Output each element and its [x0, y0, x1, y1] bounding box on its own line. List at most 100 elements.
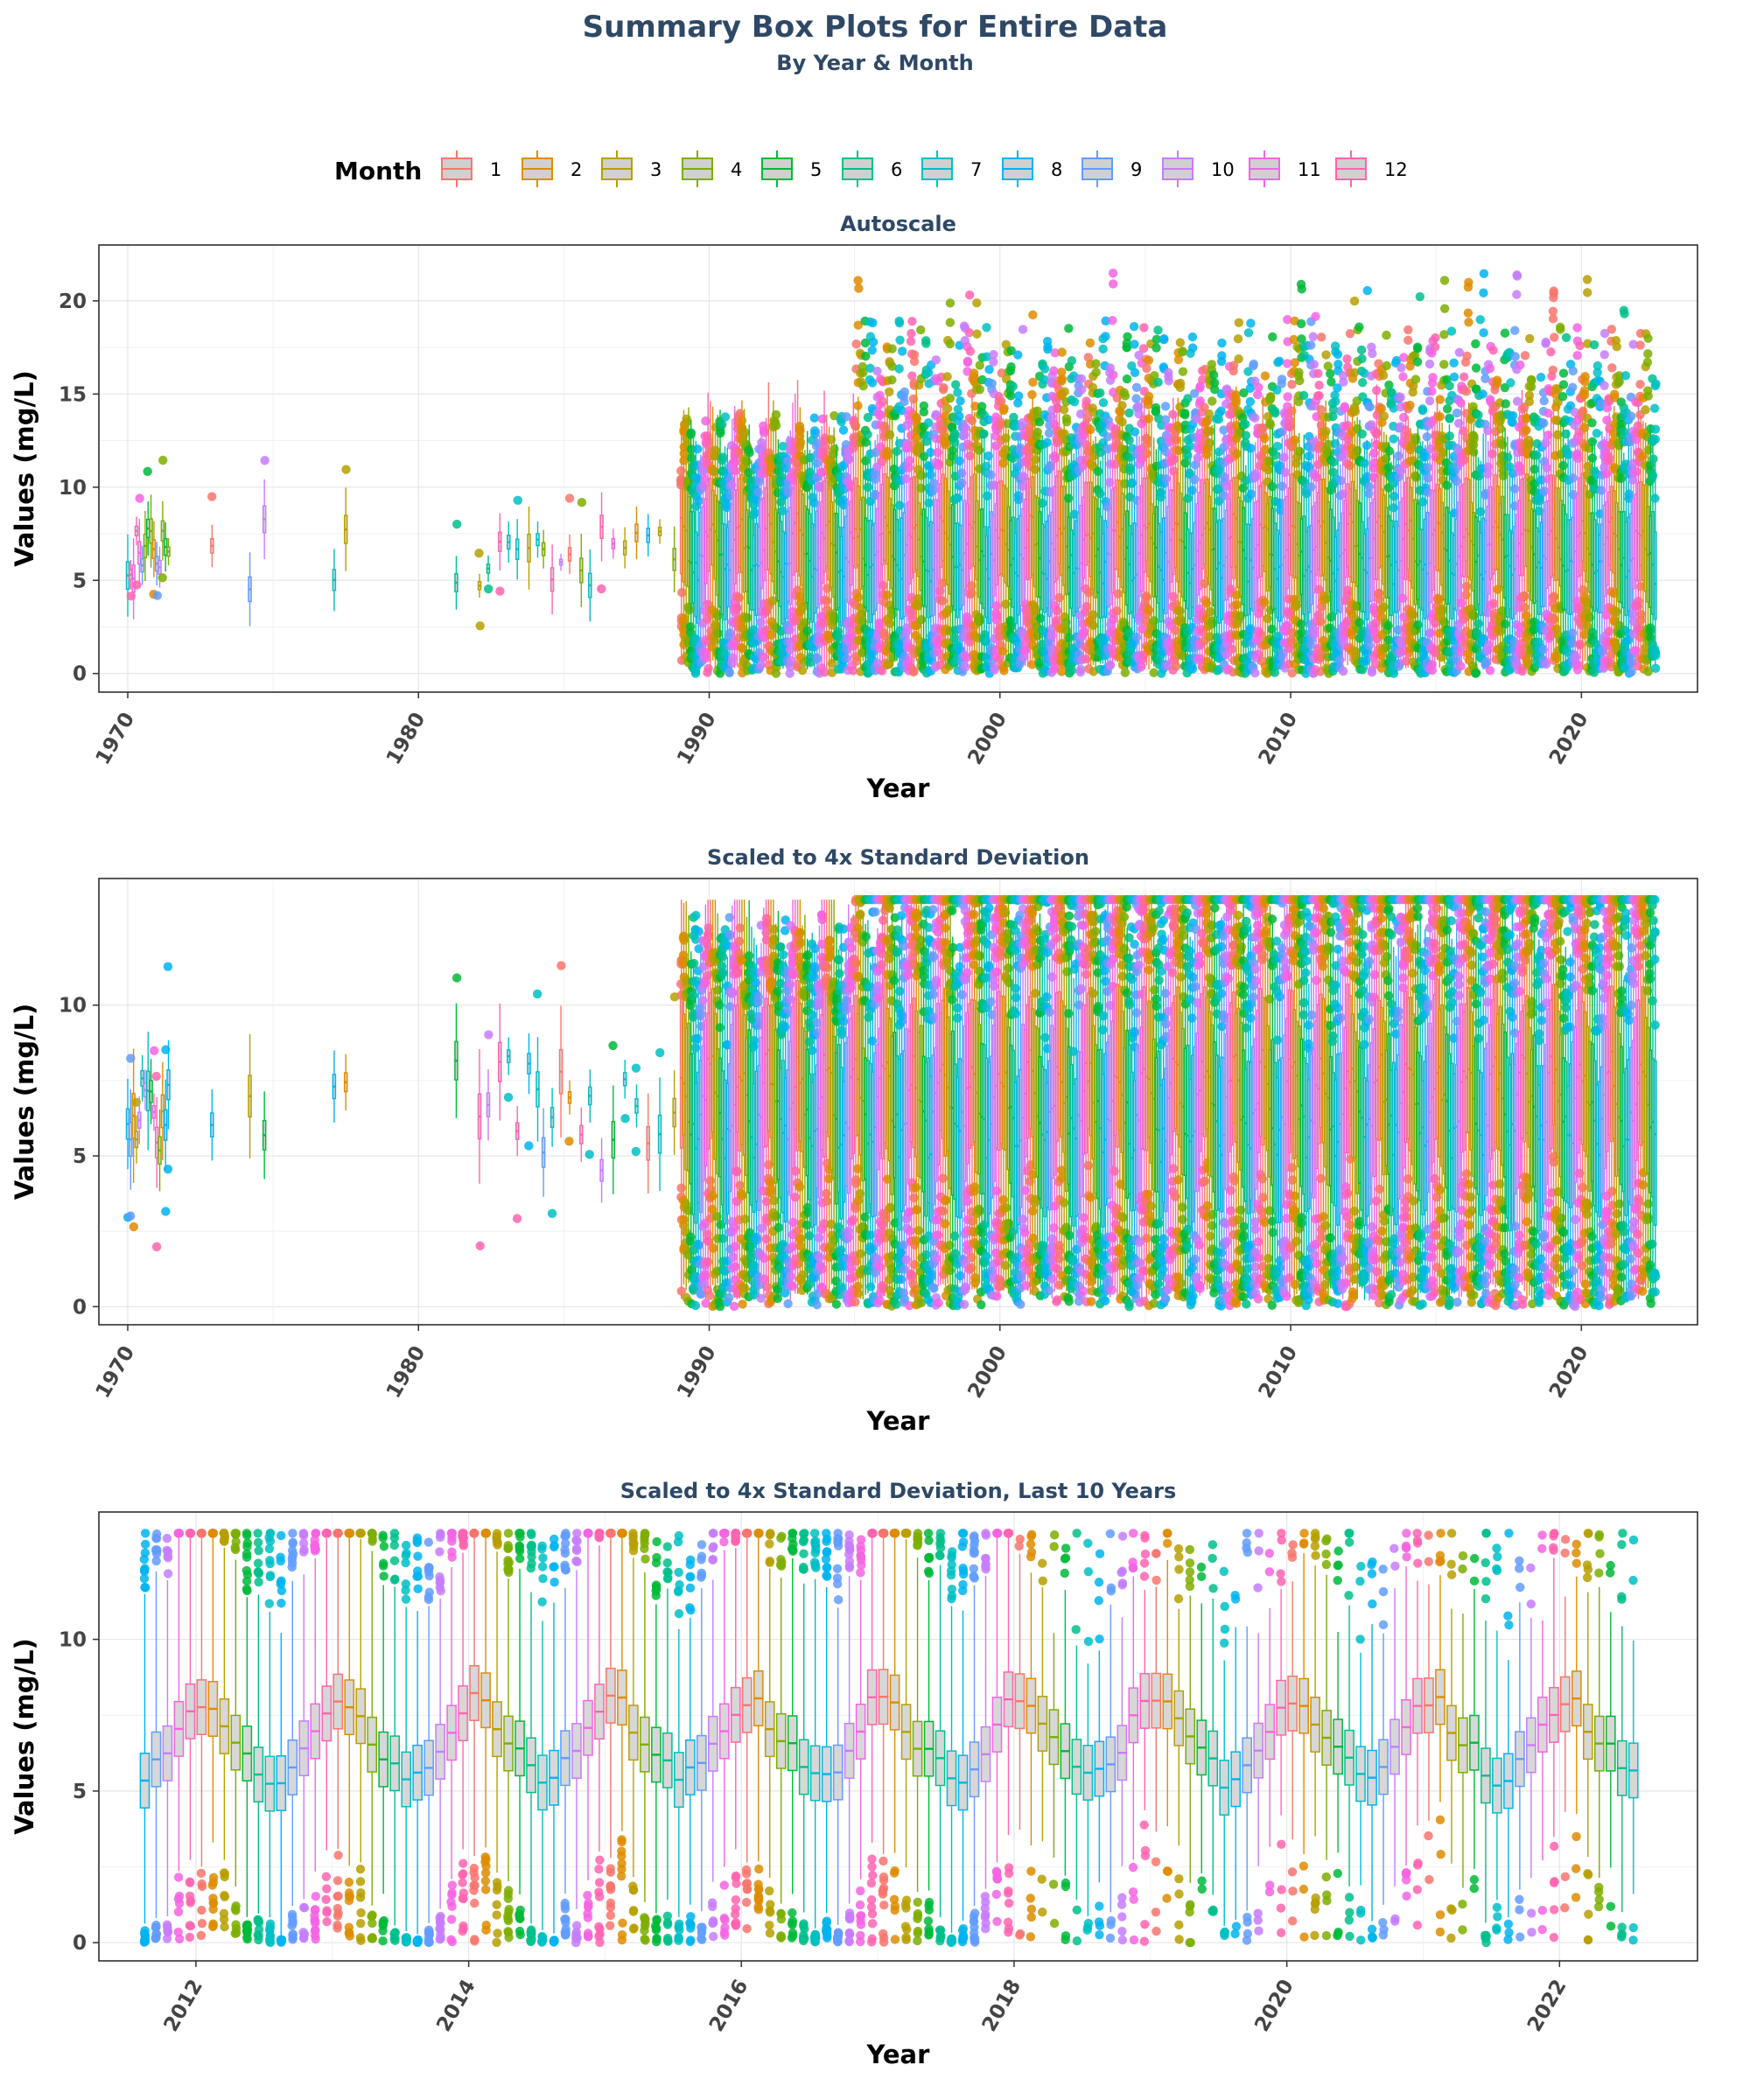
outlier-point	[1354, 322, 1364, 332]
box-body	[682, 488, 686, 583]
outlier-point	[961, 662, 970, 672]
box-body	[830, 500, 834, 589]
box-body	[866, 520, 870, 612]
box-body	[1117, 480, 1122, 578]
box	[611, 528, 616, 559]
box-body	[793, 482, 797, 573]
box-body	[1431, 489, 1434, 592]
outlier-point	[900, 396, 909, 407]
box-body	[1399, 500, 1403, 596]
outlier-point	[1175, 614, 1186, 624]
outlier-point	[809, 413, 819, 423]
box-body	[1380, 488, 1383, 567]
legend-item-12: 12	[1335, 150, 1408, 187]
outlier-point	[1321, 426, 1331, 437]
outlier-point	[1034, 417, 1045, 427]
outlier-point	[1161, 474, 1171, 484]
outlier-point	[1088, 610, 1098, 620]
outlier-point	[956, 396, 965, 406]
outlier-point	[853, 401, 863, 410]
outlier-point	[682, 414, 691, 424]
box-body	[740, 473, 744, 573]
outlier-point	[1325, 368, 1335, 379]
box-body	[1268, 495, 1272, 588]
outlier-point	[1160, 402, 1171, 411]
box-body	[890, 504, 894, 590]
box-body	[760, 499, 763, 590]
box-body	[1428, 514, 1432, 604]
box-body	[846, 504, 850, 604]
box-body	[752, 535, 756, 611]
outlier-point	[1313, 391, 1323, 401]
box-body	[902, 512, 906, 618]
outlier-point	[1082, 601, 1091, 612]
box-body	[766, 470, 771, 570]
outlier-point	[1357, 354, 1367, 364]
box-body	[679, 483, 683, 575]
outlier-point	[1208, 396, 1217, 406]
outlier-point	[1178, 367, 1188, 376]
outlier-point	[1246, 489, 1256, 499]
box-body	[912, 476, 916, 573]
box	[588, 549, 592, 622]
outlier-point	[802, 626, 812, 636]
outlier-point	[1054, 592, 1064, 603]
outlier-point	[868, 318, 878, 328]
outlier-point	[1423, 473, 1433, 483]
outlier-point	[1309, 360, 1319, 369]
outlier-point	[887, 344, 897, 354]
outlier-point	[1398, 412, 1409, 423]
box-body	[886, 476, 889, 565]
outlier-point	[851, 340, 861, 349]
outlier-point	[1378, 370, 1389, 381]
outlier-point	[1205, 438, 1214, 448]
outlier-point	[867, 378, 878, 388]
outlier-point	[1241, 430, 1251, 440]
outlier-point	[965, 346, 975, 356]
box	[536, 522, 540, 558]
outlier-point	[1423, 463, 1433, 472]
box-body	[849, 500, 853, 586]
legend-item-10: 10	[1162, 150, 1235, 187]
box-body	[1368, 516, 1371, 603]
box-body	[1079, 504, 1083, 589]
outlier-point	[908, 667, 919, 677]
box-body	[856, 485, 860, 566]
outlier-point	[737, 416, 747, 425]
legend-label: 8	[1051, 159, 1062, 180]
outlier-point	[1231, 390, 1241, 400]
box-body	[827, 487, 831, 580]
outlier-point	[945, 393, 956, 403]
outlier-point	[1342, 354, 1352, 364]
outlier-point	[1389, 434, 1398, 444]
box-body	[728, 520, 732, 608]
box	[163, 522, 168, 572]
outlier-point	[945, 339, 956, 349]
outlier-point	[895, 335, 905, 345]
outlier-point	[260, 456, 270, 466]
box-body	[980, 508, 984, 605]
box-body	[1053, 486, 1056, 583]
box-body	[1138, 498, 1141, 598]
outlier-point	[1175, 338, 1186, 347]
box-body	[1285, 495, 1289, 590]
outlier-point	[900, 387, 910, 397]
outlier-point	[887, 375, 897, 385]
box-body	[1074, 520, 1078, 612]
outlier-point	[822, 596, 832, 606]
outlier-point	[1304, 452, 1313, 461]
box	[634, 507, 639, 560]
outlier-point	[942, 372, 952, 382]
outlier-point	[722, 502, 732, 513]
outlier-point	[916, 483, 926, 494]
box	[558, 553, 564, 571]
outlier-point	[1057, 368, 1067, 377]
box-body	[1377, 471, 1381, 569]
outlier-point	[759, 421, 768, 431]
outlier-point	[1142, 363, 1152, 374]
outlier-point	[1081, 654, 1091, 664]
box-body	[1057, 470, 1061, 564]
legend-label: 4	[731, 159, 742, 180]
box-body	[704, 498, 708, 584]
box-body	[934, 499, 938, 599]
